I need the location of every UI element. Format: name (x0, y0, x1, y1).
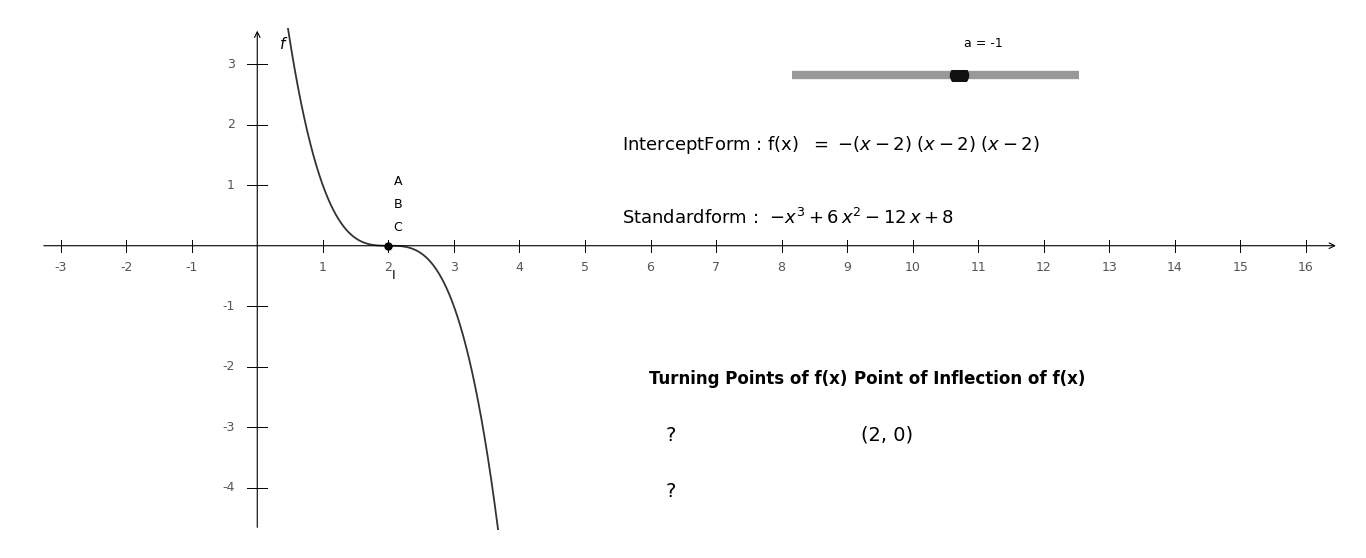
Text: 7: 7 (712, 261, 720, 274)
Text: 16: 16 (1298, 261, 1314, 274)
Text: 1: 1 (318, 261, 326, 274)
Text: 1: 1 (227, 179, 235, 192)
Text: 2: 2 (384, 261, 392, 274)
Text: -1: -1 (223, 300, 235, 312)
Text: B: B (393, 199, 402, 211)
Text: -3: -3 (223, 421, 235, 434)
Text: 11: 11 (970, 261, 986, 274)
Text: -1: -1 (186, 261, 198, 274)
Text: Standardform :  $-x^3 + 6\,x^2 - 12\,x + 8$: Standardform : $-x^3 + 6\,x^2 - 12\,x + … (622, 208, 953, 228)
Text: 9: 9 (843, 261, 851, 274)
Text: 10: 10 (904, 261, 921, 274)
Text: A: A (393, 175, 402, 189)
Text: 4: 4 (515, 261, 523, 274)
Text: (2, 0): (2, 0) (861, 426, 912, 445)
Text: 13: 13 (1101, 261, 1117, 274)
Text: 14: 14 (1167, 261, 1183, 274)
Text: I: I (392, 268, 395, 282)
Text: 8: 8 (777, 261, 785, 274)
Text: 5: 5 (581, 261, 589, 274)
Text: InterceptForm : f(x)  $=$ $-(x-2)$ $(x-2)$ $(x-2)$: InterceptForm : f(x) $=$ $-(x-2)$ $(x-2)… (622, 134, 1040, 156)
Text: C: C (393, 222, 403, 234)
Text: Turning Points of f(x): Turning Points of f(x) (649, 371, 847, 388)
Text: -3: -3 (55, 261, 67, 274)
Text: f: f (280, 37, 285, 52)
Text: Point of Inflection of f(x): Point of Inflection of f(x) (854, 371, 1085, 388)
Text: 3: 3 (449, 261, 458, 274)
Text: 6: 6 (646, 261, 654, 274)
Text: 15: 15 (1232, 261, 1249, 274)
Text: -2: -2 (223, 360, 235, 373)
Text: a = -1: a = -1 (964, 37, 1003, 50)
Text: 12: 12 (1035, 261, 1052, 274)
Text: ?: ? (665, 482, 676, 501)
Text: ?: ? (665, 426, 676, 445)
Text: 3: 3 (227, 57, 235, 71)
Text: 2: 2 (227, 118, 235, 131)
Text: -2: -2 (120, 261, 133, 274)
Text: -4: -4 (223, 481, 235, 494)
